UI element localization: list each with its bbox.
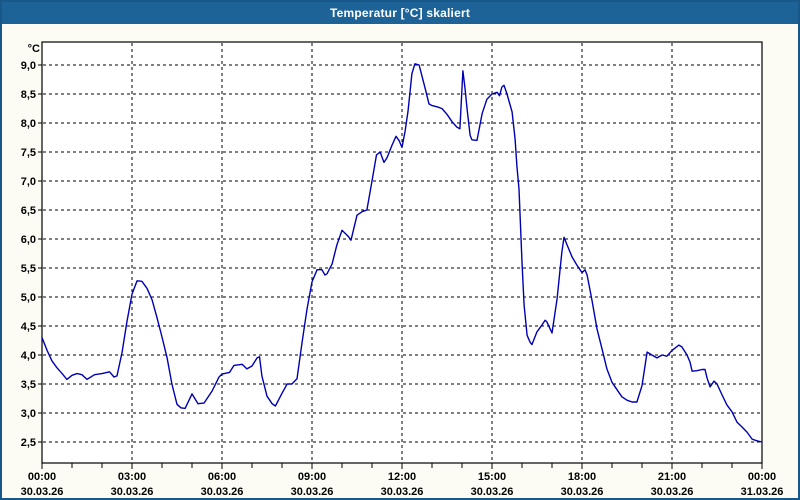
- y-axis-label: 5,5: [21, 263, 36, 275]
- y-axis-label: 8,0: [21, 118, 36, 130]
- x-axis-time-label: 21:00: [658, 471, 686, 483]
- x-axis-time-label: 00:00: [28, 471, 56, 483]
- y-axis-label: 6,0: [21, 234, 36, 246]
- y-axis-label: 7,0: [21, 176, 36, 188]
- temperature-line: [41, 63, 763, 443]
- y-axis-label: 8,5: [21, 89, 36, 101]
- y-axis-label: 7,5: [21, 147, 36, 159]
- y-axis-label: 4,0: [21, 350, 36, 362]
- y-axis-label: 9,0: [21, 60, 36, 72]
- x-axis-date-label: 30.03.26: [561, 486, 604, 498]
- window-titlebar[interactable]: Temperatur [°C] skaliert: [2, 2, 798, 24]
- x-axis-time-label: 18:00: [568, 471, 596, 483]
- x-axis-time-label: 15:00: [478, 471, 506, 483]
- x-axis-time-label: 09:00: [298, 471, 326, 483]
- y-axis-label: 4,5: [21, 321, 36, 333]
- x-axis-date-label: 31.03.26: [741, 486, 784, 498]
- x-axis-date-label: 30.03.26: [111, 486, 154, 498]
- x-axis-date-label: 30.03.26: [201, 486, 244, 498]
- x-axis-time-label: 00:00: [748, 471, 776, 483]
- x-axis-time-label: 03:00: [118, 471, 146, 483]
- y-axis-label: 5,0: [21, 292, 36, 304]
- x-axis-date-label: 30.03.26: [291, 486, 334, 498]
- y-axis-label: 3,5: [21, 379, 36, 391]
- x-axis-date-label: 30.03.26: [381, 486, 424, 498]
- y-axis-label: 3,0: [21, 408, 36, 420]
- window-title: Temperatur [°C] skaliert: [329, 6, 471, 20]
- y-axis-unit-label: °C: [28, 43, 40, 55]
- x-axis-time-label: 06:00: [208, 471, 236, 483]
- x-axis-time-label: 12:00: [388, 471, 416, 483]
- y-axis-label: 6,5: [21, 205, 36, 217]
- x-axis-date-label: 30.03.26: [651, 486, 694, 498]
- x-axis-date-label: 30.03.26: [21, 486, 64, 498]
- x-axis-date-label: 30.03.26: [471, 486, 514, 498]
- y-axis-label: 2,5: [21, 437, 36, 449]
